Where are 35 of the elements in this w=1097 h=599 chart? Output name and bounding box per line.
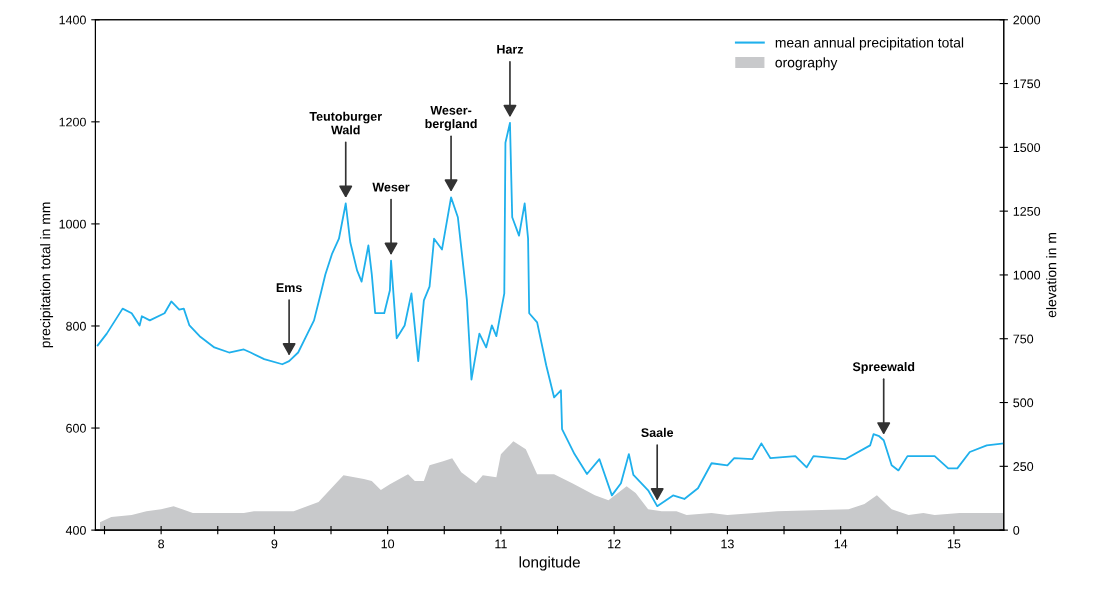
annotation: Weser- bergland xyxy=(425,105,477,131)
x-tick-label: 14 xyxy=(834,539,848,549)
y-tick-label: 1400 xyxy=(59,15,86,25)
y2-tick-label: 750 xyxy=(1013,334,1034,344)
x-tick-label: 8 xyxy=(158,539,165,549)
y-tick-label: 600 xyxy=(66,423,86,433)
annotation: Saale xyxy=(641,427,674,437)
legend-label: orography xyxy=(775,57,838,71)
annotation: Harz xyxy=(497,45,524,54)
y-tick-label: 800 xyxy=(66,321,86,331)
x-tick-label: 13 xyxy=(721,539,734,549)
y2-tick-label: 1000 xyxy=(1013,270,1041,280)
x-tick-label: 9 xyxy=(271,539,278,549)
y2-tick-label: 250 xyxy=(1013,462,1034,471)
y2-tick-label: 500 xyxy=(1013,398,1034,408)
y-tick-label: 1200 xyxy=(59,117,86,127)
x-tick-label: 10 xyxy=(381,539,395,549)
y2-axis-title: elevation in m xyxy=(1046,233,1057,318)
y-tick-label: 400 xyxy=(65,525,86,535)
x-axis-title: longitude xyxy=(519,556,580,571)
y2-tick-label: 0 xyxy=(1013,525,1020,535)
y2-tick-label: 1250 xyxy=(1013,206,1041,216)
y2-tick-label: 1750 xyxy=(1013,79,1041,89)
y2-tick-label: 2000 xyxy=(1013,15,1041,25)
x-tick-label: 11 xyxy=(495,539,507,549)
annotation: Ems xyxy=(276,283,302,293)
x-tick-label: 12 xyxy=(608,539,621,549)
annotation: Weser xyxy=(372,182,410,192)
y-tick-label: 1000 xyxy=(59,219,86,229)
annotation: Spreewald xyxy=(852,361,915,374)
y2-tick-label: 1500 xyxy=(1013,143,1041,153)
y-axis-title: precipitation total in mm xyxy=(40,202,54,348)
legend-label: mean annual precipitation total xyxy=(775,37,964,51)
annotation: Teutoburger Wald xyxy=(309,111,382,135)
x-tick-label: 15 xyxy=(947,539,961,549)
